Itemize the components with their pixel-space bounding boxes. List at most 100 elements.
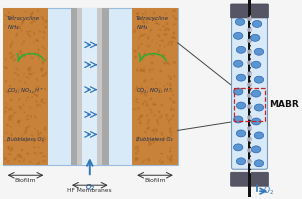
Ellipse shape — [149, 89, 151, 90]
Ellipse shape — [20, 29, 23, 32]
Ellipse shape — [13, 72, 17, 74]
Ellipse shape — [43, 139, 45, 141]
Ellipse shape — [5, 80, 7, 83]
Ellipse shape — [138, 45, 139, 50]
Ellipse shape — [139, 115, 141, 118]
Ellipse shape — [135, 147, 137, 150]
Ellipse shape — [36, 103, 39, 107]
Ellipse shape — [30, 106, 31, 108]
Ellipse shape — [147, 121, 149, 125]
Ellipse shape — [26, 114, 29, 118]
Ellipse shape — [44, 26, 47, 29]
Ellipse shape — [29, 35, 31, 38]
Bar — [234, 88, 265, 121]
Ellipse shape — [40, 68, 42, 72]
Ellipse shape — [159, 44, 161, 47]
Ellipse shape — [34, 139, 36, 143]
Text: Biofilm: Biofilm — [144, 178, 166, 183]
Ellipse shape — [18, 160, 21, 162]
Ellipse shape — [26, 152, 30, 155]
Ellipse shape — [156, 128, 158, 131]
Ellipse shape — [162, 140, 164, 144]
Ellipse shape — [134, 50, 137, 53]
Ellipse shape — [17, 25, 21, 29]
Ellipse shape — [148, 126, 150, 129]
Ellipse shape — [169, 82, 172, 87]
Ellipse shape — [4, 158, 7, 160]
Ellipse shape — [40, 132, 42, 135]
Ellipse shape — [155, 18, 156, 22]
FancyBboxPatch shape — [231, 172, 268, 186]
Ellipse shape — [3, 24, 7, 27]
Ellipse shape — [134, 55, 137, 59]
Ellipse shape — [11, 109, 13, 111]
Ellipse shape — [24, 81, 26, 84]
Ellipse shape — [150, 54, 155, 57]
Ellipse shape — [41, 74, 46, 77]
Text: Tetracycline: Tetracycline — [136, 16, 169, 21]
Ellipse shape — [171, 44, 172, 46]
Ellipse shape — [169, 97, 172, 100]
Ellipse shape — [4, 157, 8, 160]
Ellipse shape — [8, 12, 10, 14]
Ellipse shape — [156, 23, 160, 25]
Ellipse shape — [37, 161, 40, 165]
Ellipse shape — [140, 68, 142, 72]
Ellipse shape — [152, 139, 154, 140]
Ellipse shape — [11, 41, 13, 44]
Ellipse shape — [169, 131, 172, 134]
Ellipse shape — [31, 134, 34, 137]
Ellipse shape — [159, 29, 162, 31]
Text: $O_2$: $O_2$ — [85, 183, 95, 193]
Ellipse shape — [135, 86, 138, 90]
Ellipse shape — [35, 100, 37, 103]
Ellipse shape — [29, 161, 31, 163]
Ellipse shape — [144, 93, 147, 97]
Ellipse shape — [166, 83, 168, 85]
Ellipse shape — [154, 23, 157, 24]
Ellipse shape — [169, 127, 172, 131]
Ellipse shape — [247, 28, 252, 32]
Ellipse shape — [172, 108, 175, 111]
Ellipse shape — [11, 55, 14, 58]
Ellipse shape — [22, 133, 23, 138]
Ellipse shape — [151, 78, 153, 80]
Ellipse shape — [162, 25, 165, 27]
Ellipse shape — [173, 23, 176, 25]
Ellipse shape — [167, 136, 169, 139]
Bar — [3, 8, 48, 165]
Ellipse shape — [142, 34, 147, 35]
Ellipse shape — [233, 144, 243, 151]
Ellipse shape — [140, 114, 143, 118]
Text: NH$_4$: NH$_4$ — [7, 23, 19, 32]
Ellipse shape — [140, 91, 144, 95]
Ellipse shape — [157, 51, 159, 53]
Ellipse shape — [247, 83, 252, 87]
Ellipse shape — [165, 13, 166, 15]
Ellipse shape — [166, 115, 169, 118]
Ellipse shape — [11, 54, 15, 56]
Ellipse shape — [163, 33, 168, 36]
Ellipse shape — [152, 141, 156, 143]
Ellipse shape — [171, 36, 175, 39]
Bar — [102, 8, 109, 165]
Ellipse shape — [156, 121, 159, 125]
Ellipse shape — [164, 28, 167, 31]
Ellipse shape — [235, 19, 245, 25]
Ellipse shape — [33, 72, 35, 74]
Ellipse shape — [159, 90, 163, 91]
Ellipse shape — [41, 46, 44, 48]
Ellipse shape — [23, 73, 25, 74]
Ellipse shape — [158, 49, 160, 53]
Ellipse shape — [7, 160, 10, 162]
Ellipse shape — [19, 107, 22, 110]
Ellipse shape — [168, 41, 172, 43]
Ellipse shape — [19, 50, 22, 53]
Ellipse shape — [17, 153, 19, 158]
Ellipse shape — [30, 12, 33, 16]
Ellipse shape — [251, 146, 261, 153]
Ellipse shape — [133, 29, 136, 33]
Ellipse shape — [151, 129, 155, 132]
Ellipse shape — [37, 132, 40, 137]
Ellipse shape — [162, 136, 165, 140]
